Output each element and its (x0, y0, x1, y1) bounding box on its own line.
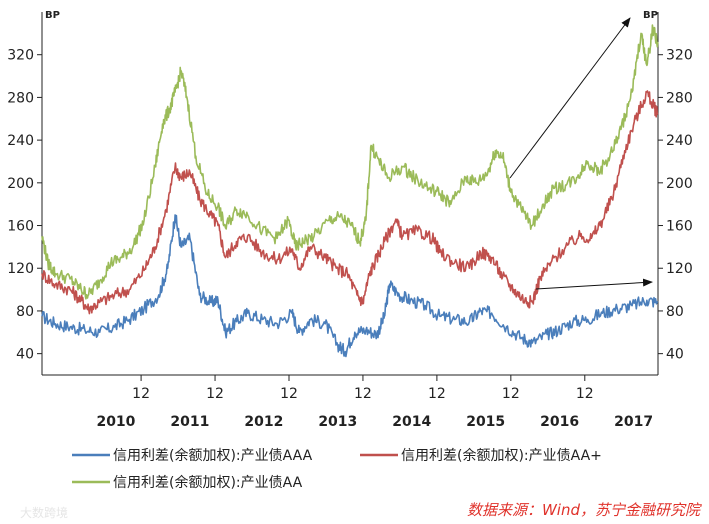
legend: 信用利差(余额加权):产业债AAA 信用利差(余额加权):产业债AA+ 信用利差… (72, 447, 602, 491)
y-tick-label-left: 200 (7, 176, 34, 192)
x-tick-label: 12 (132, 386, 150, 402)
x-tick-label: 12 (428, 386, 446, 402)
x-year-label: 2011 (170, 414, 209, 430)
x-year-label: 2010 (96, 414, 135, 430)
y-tick-label-right: 80 (666, 304, 684, 320)
y-tick-label-right: 160 (666, 219, 693, 235)
y-unit-left: BP (45, 10, 60, 21)
y-tick-label-right: 40 (666, 347, 684, 363)
y-tick-label-left: 240 (7, 133, 34, 149)
y-axis-left: 40 80 120 160 200 240 280 320 (7, 48, 42, 363)
x-tick-label: 12 (576, 386, 594, 402)
y-tick-label-left: 80 (16, 304, 34, 320)
y-tick-label-right: 200 (666, 176, 693, 192)
series-lines (41, 24, 659, 358)
source-note: 数据来源：Wind，苏宁金融研究院 (467, 501, 702, 519)
y-tick-label-left: 320 (7, 48, 34, 64)
x-year-label: 2013 (318, 414, 357, 430)
x-year-label: 2014 (392, 414, 431, 430)
legend-label-aa-plus: 信用利差(余额加权):产业债AA+ (401, 447, 602, 464)
y-tick-label-right: 120 (666, 261, 693, 277)
legend-label-aa: 信用利差(余额加权):产业债AA (113, 474, 303, 491)
x-year-label: 2016 (540, 414, 579, 430)
legend-label-aaa: 信用利差(余额加权):产业债AAA (113, 447, 313, 464)
y-axis-right: 40 80 120 160 200 240 280 320 (658, 48, 693, 363)
x-tick-label: 12 (354, 386, 372, 402)
x-axis: 12 12 12 12 12 12 12 2010 2011 2012 2013 2014 2015 20… (96, 375, 653, 430)
series-line-2 (41, 24, 659, 300)
y-unit-right: BP (643, 10, 658, 21)
y-tick-label-left: 280 (7, 90, 34, 106)
series-line-0 (41, 214, 659, 358)
x-tick-label: 12 (502, 386, 520, 402)
y-tick-label-right: 280 (666, 90, 693, 106)
y-tick-label-right: 240 (666, 133, 693, 149)
y-tick-label-left: 40 (16, 347, 34, 363)
y-tick-label-right: 320 (666, 48, 693, 64)
x-year-label: 2012 (244, 414, 283, 430)
y-tick-label-left: 120 (7, 261, 34, 277)
x-year-label: 2017 (614, 414, 653, 430)
trend-arrow-flat (535, 278, 653, 290)
trend-arrow-up (509, 17, 631, 179)
series-line-1 (41, 90, 659, 315)
x-tick-label: 12 (280, 386, 298, 402)
watermark: 大数跨境 (20, 505, 68, 520)
x-year-label: 2015 (466, 414, 505, 430)
x-tick-label: 12 (206, 386, 224, 402)
y-tick-label-left: 160 (7, 219, 34, 235)
